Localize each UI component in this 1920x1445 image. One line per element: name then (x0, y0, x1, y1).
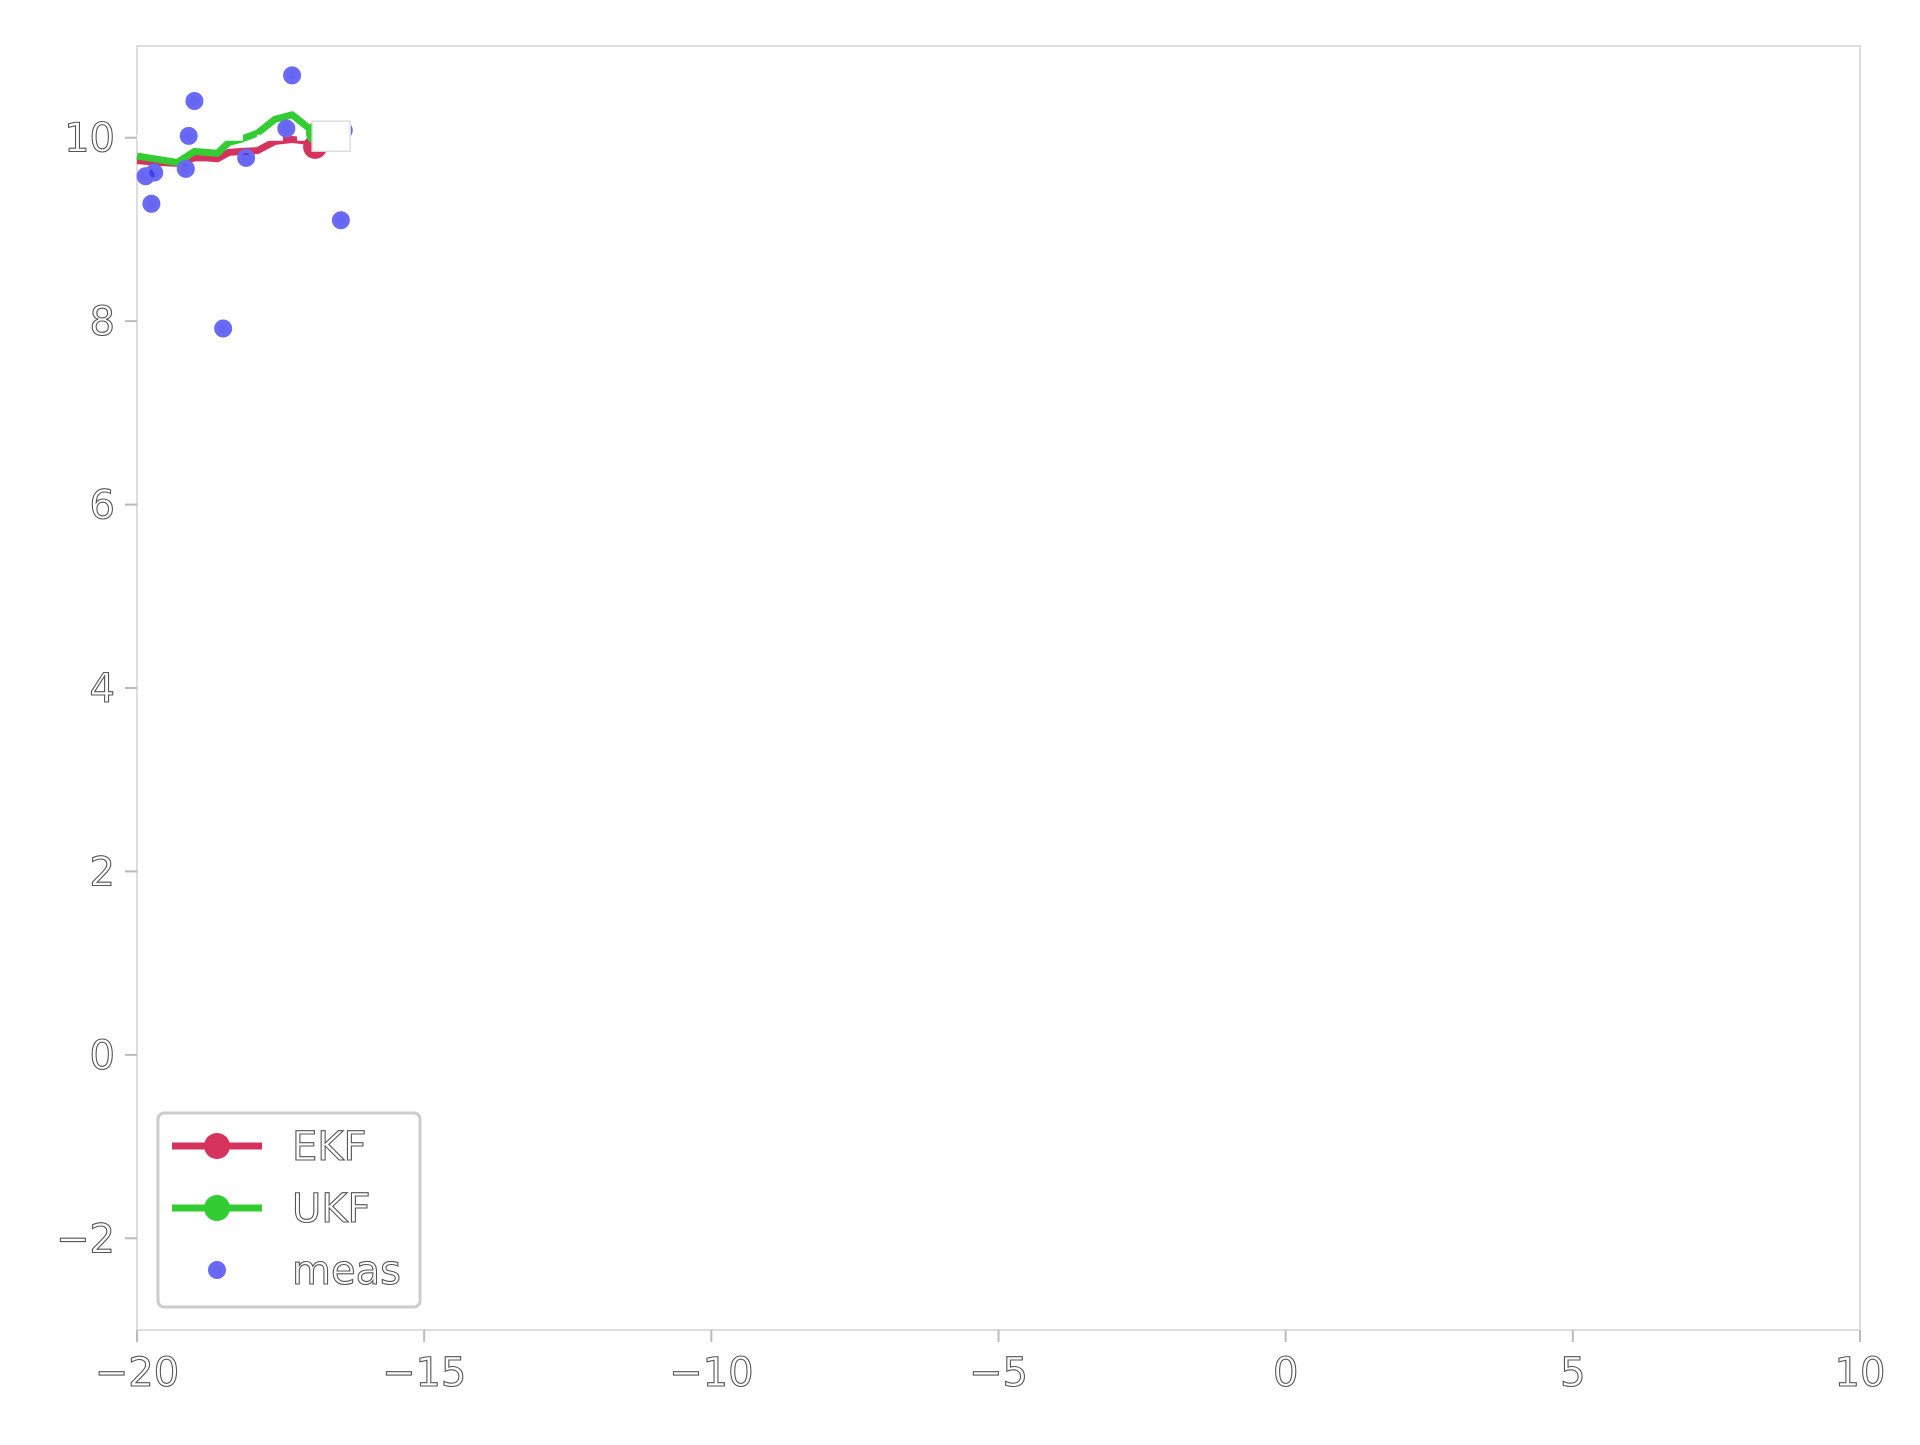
x-tick-label: 10 (1835, 1350, 1886, 1396)
y-tick-label: 4 (90, 666, 115, 712)
meas-point (142, 194, 161, 213)
x-tick-label: −10 (669, 1350, 753, 1396)
y-tick-label: 8 (90, 299, 115, 345)
meas-point (214, 319, 233, 338)
plot-area (136, 45, 1861, 1331)
meas-point (145, 163, 164, 182)
y-tick-label: 10 (64, 116, 115, 162)
legend-marker-ekf (204, 1133, 230, 1159)
legend-label-ukf: UKF (292, 1186, 371, 1232)
legend: EKF UKF meas (156, 1111, 422, 1309)
y-tick-label: 2 (90, 849, 115, 895)
legend-marker-ukf (204, 1195, 230, 1221)
plot-frame (136, 45, 1861, 1331)
meas-point (185, 92, 204, 111)
meas-point (331, 211, 350, 230)
x-tick-label: −20 (95, 1350, 179, 1396)
x-tick-label: 0 (1273, 1350, 1298, 1396)
y-tick-label: 0 (90, 1033, 115, 1079)
y-tick-label: 6 (90, 483, 115, 529)
meas-point (237, 148, 256, 167)
meas-point (283, 66, 302, 85)
series-line-ukf (136, 111, 312, 166)
meas-point (176, 159, 195, 178)
meas-point (277, 119, 296, 138)
end-label-box (311, 120, 351, 152)
x-tick-label: 5 (1560, 1350, 1585, 1396)
x-tick-label: −5 (969, 1350, 1028, 1396)
y-tick-label: −2 (56, 1216, 115, 1262)
x-tick-label: −15 (382, 1350, 466, 1396)
legend-box (156, 1111, 422, 1309)
legend-label-meas: meas (292, 1248, 401, 1294)
meas-point (179, 126, 198, 145)
legend-label-ekf: EKF (292, 1124, 367, 1170)
series-layer (136, 66, 353, 338)
legend-marker-meas (208, 1261, 226, 1279)
